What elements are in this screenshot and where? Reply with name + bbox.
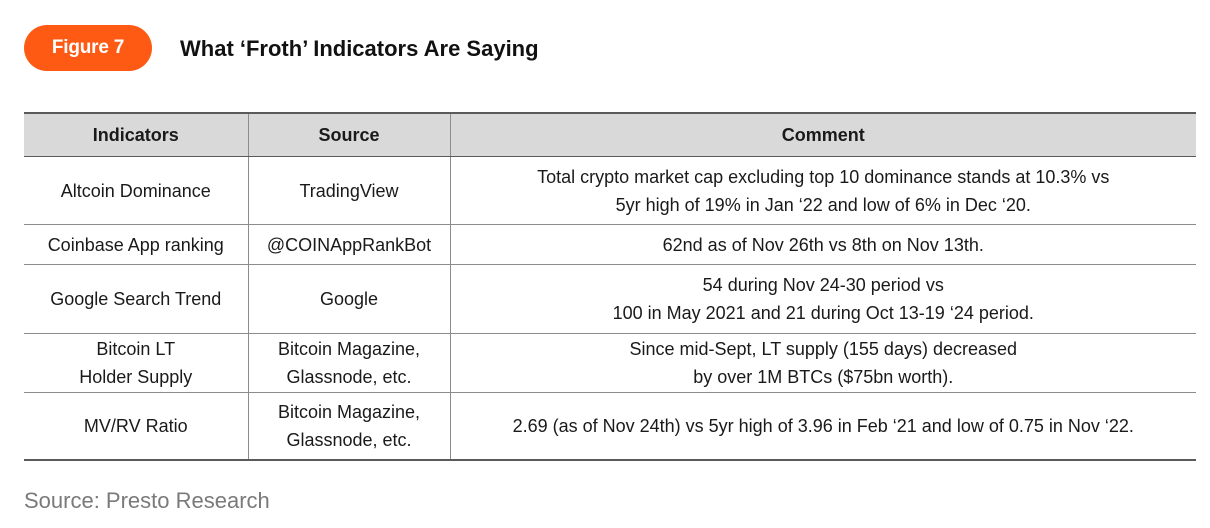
source-cell: Bitcoin Magazine, Glassnode, etc. (247, 392, 450, 461)
source-text: Bitcoin Magazine, (277, 402, 421, 422)
table-row: Google Search Trend Google 54 during Nov… (24, 264, 1196, 334)
source-note: Source: Presto Research (24, 488, 270, 513)
comment-line: 5yr high of 19% in Jan ‘22 and low of 6%… (615, 194, 1031, 215)
figure-badge: Figure 7 (24, 25, 152, 71)
comment-line: 2.69 (as of Nov 24th) vs 5yr high of 3.9… (512, 416, 1134, 436)
source-text: Bitcoin Magazine, (277, 339, 421, 359)
comment-line: 54 during Nov 24-30 period vs (702, 275, 944, 295)
indicator-text: Coinbase App ranking (47, 234, 224, 255)
indicator-cell: Bitcoin LT Holder Supply (24, 333, 248, 393)
source-cell: TradingView (247, 156, 450, 225)
indicator-text: Holder Supply (79, 367, 193, 387)
indicator-text: Bitcoin LT (96, 339, 176, 359)
comment-line: by over 1M BTCs ($75bn worth). (693, 367, 954, 387)
table-row: MV/RV Ratio Bitcoin Magazine, Glassnode,… (24, 392, 1196, 461)
indicator-text: Altcoin Dominance (60, 180, 211, 201)
table-row: Bitcoin LT Holder Supply Bitcoin Magazin… (24, 333, 1196, 393)
indicator-cell: Altcoin Dominance (24, 156, 248, 225)
source-text: TradingView (299, 180, 399, 201)
source-cell: @COINAppRankBot (247, 224, 450, 265)
source-text: @COINAppRankBot (266, 234, 432, 255)
table-row: Altcoin Dominance TradingView Total cryp… (24, 156, 1196, 225)
comment-cell: 62nd as of Nov 26th vs 8th on Nov 13th. (449, 224, 1196, 265)
comment-line: 100 in May 2021 and 21 during Oct 13-19 … (612, 303, 1034, 323)
comment-cell: 2.69 (as of Nov 24th) vs 5yr high of 3.9… (449, 392, 1196, 461)
indicator-cell: Google Search Trend (24, 264, 248, 334)
source-text: Google (319, 289, 379, 309)
comment-line: Since mid-Sept, LT supply (155 days) dec… (629, 339, 1018, 359)
source-cell: Google (247, 264, 450, 334)
source-cell: Bitcoin Magazine, Glassnode, etc. (247, 333, 450, 393)
header-source: Source (247, 112, 450, 157)
source-text: Glassnode, etc. (286, 430, 412, 450)
table-header-row: Indicators Source Comment (24, 112, 1196, 157)
comment-line: Total crypto market cap excluding top 10… (537, 166, 1110, 187)
indicator-cell: Coinbase App ranking (24, 224, 248, 265)
header-comment: Comment (449, 112, 1196, 157)
table-row: Coinbase App ranking @COINAppRankBot 62n… (24, 224, 1196, 265)
indicator-text: MV/RV Ratio (83, 416, 188, 436)
source-text: Glassnode, etc. (286, 367, 412, 387)
comment-cell: Total crypto market cap excluding top 10… (449, 156, 1196, 225)
indicators-table: Indicators Source Comment Altcoin Domina… (24, 112, 1196, 461)
comment-cell: 54 during Nov 24-30 period vs 100 in May… (449, 264, 1196, 334)
indicator-cell: MV/RV Ratio (24, 392, 248, 461)
comment-cell: Since mid-Sept, LT supply (155 days) dec… (449, 333, 1196, 393)
indicator-text: Google Search Trend (50, 289, 222, 309)
header-indicators: Indicators (24, 112, 248, 157)
comment-line: 62nd as of Nov 26th vs 8th on Nov 13th. (662, 234, 984, 255)
figure-title: What ‘Froth’ Indicators Are Saying (180, 36, 539, 61)
